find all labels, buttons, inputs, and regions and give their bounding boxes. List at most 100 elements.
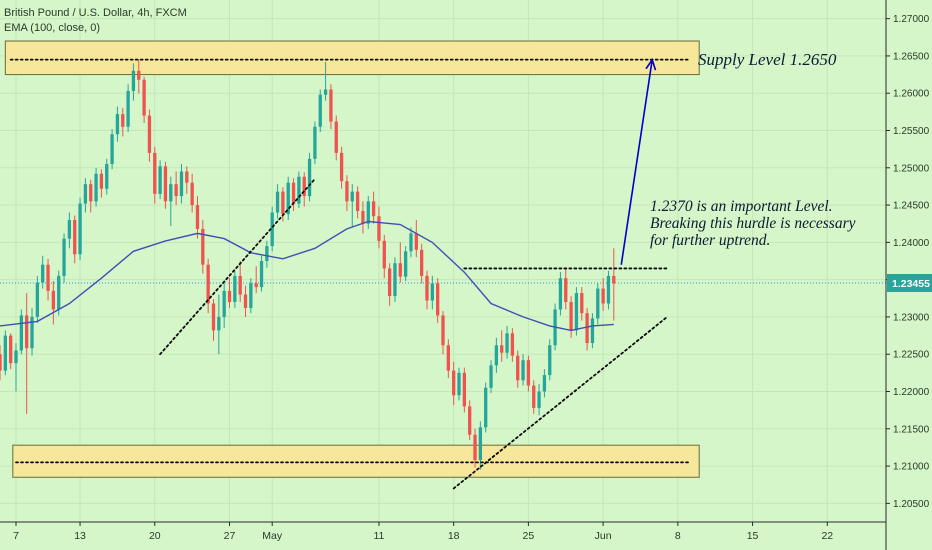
y-tick-label-3: 1.25500 [893,126,930,137]
candle-body-43 [227,290,232,303]
candle-body-8 [41,264,45,283]
candle-body-105 [558,278,563,310]
y-tick-label-8: 1.23000 [893,312,930,323]
candle-body-22 [115,114,120,135]
x-tick-label-2: 20 [149,530,161,542]
candle-body-42 [222,290,226,317]
candle-body-33 [174,184,178,197]
level-annotation: 1.2370 is an important Level. Breaking t… [650,198,855,249]
candle-body-113 [601,288,605,304]
candle-body-84 [446,345,450,371]
candle-body-30 [158,166,162,194]
candle-body-20 [105,164,109,189]
candle-body-49 [259,261,264,288]
candle-body-12 [62,238,66,276]
x-tick-label-6: 18 [448,530,460,542]
candle-body-62 [329,89,333,122]
candle-body-21 [110,134,114,165]
arrow-head [645,57,657,71]
candle-body-79 [419,249,424,276]
y-tick-label-6: 1.24000 [893,238,930,249]
candle-body-63 [334,121,338,153]
candle-body-31 [163,166,168,202]
x-tick-label-1: 13 [74,530,86,542]
target-arrow [620,57,657,265]
candle-body-3 [14,350,18,364]
level-annotation-line-2: Breaking this hurdle is necessary [650,215,856,232]
y-tick-label-10: 1.22000 [893,387,930,398]
candle-body-25 [131,70,136,91]
candle-body-50 [265,246,269,261]
candle-body-56 [297,176,301,204]
candle-body-41 [217,316,221,331]
candle-body-36 [190,182,194,206]
candle-body-77 [409,233,413,252]
x-tick-label-11: 22 [821,530,833,542]
candle-body-85 [452,370,456,396]
candle-body-54 [286,182,290,215]
candle-body-92 [489,365,493,388]
candle-body-82 [436,283,440,316]
x-tick-label-0: 7 [13,530,19,542]
candle-body-67 [355,191,360,212]
candle-body-40 [211,303,216,331]
candle-body-90 [478,427,483,461]
candle-body-97 [516,355,520,381]
candle-body-103 [548,345,552,376]
candle-body-13 [67,219,72,239]
candle-body-110 [585,313,589,344]
arrow-shaft [620,59,654,265]
candle-body-70 [371,201,376,217]
x-tick-label-4: May [262,530,283,542]
candle-body-39 [206,264,210,304]
candle-body-19 [99,173,104,189]
candle-body-23 [121,114,125,127]
level-annotation-line-1: 1.2370 is an important Level. [650,198,833,215]
candle-body-16 [83,184,88,204]
candle-body-7 [35,282,40,317]
candle-body-89 [473,434,477,461]
candle-body-111 [590,318,595,344]
candle-body-78 [414,233,418,250]
candle-body-59 [313,126,317,159]
candle-body-101 [537,391,541,408]
candle-body-9 [46,264,50,291]
dotted-line-0 [159,178,316,356]
candle-body-64 [339,152,344,182]
candles [0,59,616,470]
candle-body-115 [612,275,616,284]
y-tick-label-11: 1.21500 [893,424,930,435]
candle-body-18 [94,173,98,202]
candle-body-29 [153,152,157,194]
candle-body-15 [78,203,82,255]
candle-body-4 [19,315,24,351]
supply-level-annotation: Supply Level 1.2650 [698,50,837,69]
candle-body-0 [0,354,2,371]
zone-0 [4,40,700,76]
candle-body-68 [361,211,365,224]
candle-body-51 [270,212,274,247]
candle-body-88 [468,406,472,435]
y-tick-label-2: 1.26000 [893,89,930,100]
candle-body-52 [275,191,280,213]
candle-body-112 [596,288,600,319]
candle-body-55 [291,182,296,204]
candle-body-76 [403,251,408,277]
candle-body-57 [302,176,306,197]
zones [4,40,700,478]
y-tick-label-5: 1.24500 [893,201,930,212]
candle-body-94 [500,345,504,353]
trend-lines [9,58,690,490]
candle-body-80 [425,275,429,301]
indicator-label: EMA (100, close, 0) [4,22,100,34]
candle-body-46 [243,294,248,308]
candle-body-32 [169,184,173,202]
candle-body-53 [281,191,285,215]
candle-body-6 [30,316,34,349]
candle-body-2 [9,335,13,364]
candle-body-114 [606,275,611,304]
candle-body-99 [526,360,531,386]
candle-body-14 [73,219,77,255]
